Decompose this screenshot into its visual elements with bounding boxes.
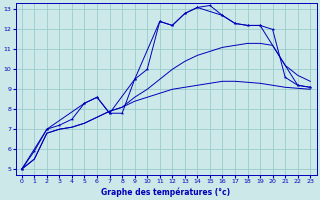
X-axis label: Graphe des températures (°c): Graphe des températures (°c) (101, 187, 231, 197)
